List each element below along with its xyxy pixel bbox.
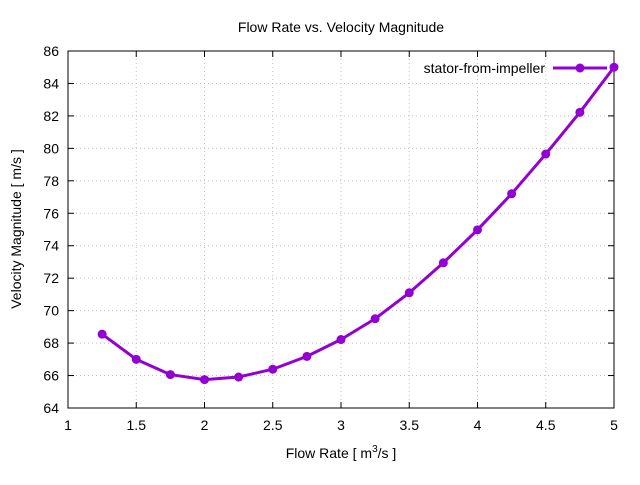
- x-tick-label: 2: [201, 417, 209, 433]
- x-axis-label-sup: 3: [372, 444, 378, 455]
- legend: stator-from-impeller: [424, 60, 607, 76]
- x-tick-label: 1.5: [127, 417, 147, 433]
- data-point: [507, 189, 517, 199]
- x-axis-label-main: Flow Rate [ m: [286, 445, 372, 461]
- x-tick-label: 1: [64, 417, 72, 433]
- data-point: [609, 62, 619, 72]
- data-point: [268, 364, 278, 374]
- data-point: [575, 107, 585, 117]
- data-point: [370, 314, 380, 324]
- data-point: [302, 351, 312, 361]
- x-axis-label-tail: /s ]: [378, 445, 397, 461]
- y-tick-label: 78: [43, 173, 59, 189]
- data-point: [473, 225, 482, 235]
- legend-marker: [575, 63, 585, 73]
- data-point: [165, 370, 175, 380]
- y-tick-label: 68: [43, 335, 59, 351]
- chart-title: Flow Rate vs. Velocity Magnitude: [238, 19, 444, 35]
- x-axis-label: Flow Rate [ m3/s ]: [286, 444, 397, 461]
- y-tick-label: 72: [43, 270, 59, 286]
- legend-label: stator-from-impeller: [424, 60, 546, 76]
- y-tick-label: 86: [43, 43, 59, 59]
- y-tick-label: 82: [43, 108, 59, 124]
- y-tick-label: 84: [43, 75, 59, 91]
- data-point: [336, 335, 346, 345]
- x-tick-label: 4.5: [536, 417, 556, 433]
- grid: [68, 51, 614, 408]
- y-tick-label: 70: [43, 303, 59, 319]
- y-tick-label: 80: [43, 140, 59, 156]
- ticks: 1 1.5 2 2.5 3 3.5 4 4.5 5 64 66 68 70 72 74 76 78 80 82 84 8…: [43, 43, 618, 433]
- x-tick-label: 3: [337, 417, 345, 433]
- y-tick-label: 64: [43, 400, 59, 416]
- data-point: [541, 149, 551, 159]
- y-tick-label: 74: [43, 238, 59, 254]
- series-line: [101, 66, 616, 382]
- data-point: [404, 288, 414, 298]
- data-point: [234, 372, 244, 382]
- series-group: [97, 62, 619, 385]
- x-tick-label: 4: [474, 417, 482, 433]
- data-point: [131, 354, 141, 364]
- y-tick-label: 76: [43, 205, 59, 221]
- data-point: [97, 329, 107, 339]
- x-tick-label: 5: [610, 417, 618, 433]
- y-axis-label: Velocity Magnitude [ m/s ]: [8, 149, 24, 309]
- x-tick-label: 3.5: [400, 417, 420, 433]
- x-tick-label: 2.5: [263, 417, 283, 433]
- plot-border: [67, 50, 615, 409]
- data-point: [438, 258, 448, 268]
- y-tick-label: 66: [43, 368, 59, 384]
- data-point: [200, 375, 209, 385]
